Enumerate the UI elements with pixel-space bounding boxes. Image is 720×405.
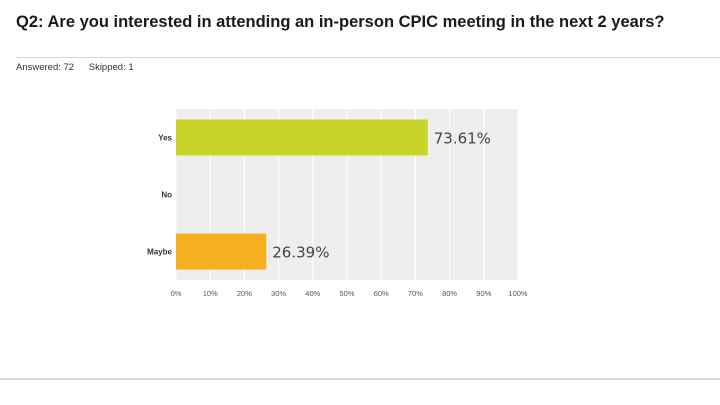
skipped-count: Skipped: 1	[88, 62, 134, 73]
x-tick-label: 90%	[476, 289, 491, 298]
x-tick-label: 70%	[408, 289, 423, 298]
bar	[176, 119, 428, 156]
x-tick-label: 40%	[305, 289, 320, 298]
data-label: 26.39%	[272, 244, 329, 262]
data-label: 73.61%	[434, 130, 491, 148]
category-label: Maybe	[147, 248, 172, 257]
footer-divider	[0, 378, 720, 380]
x-tick-label: 30%	[271, 289, 286, 298]
x-tick-label: 60%	[374, 289, 389, 298]
x-tick-label: 20%	[237, 289, 252, 298]
category-label: No	[161, 191, 172, 200]
x-tick-label: 10%	[203, 289, 218, 298]
x-tick-label: 80%	[442, 289, 457, 298]
bar	[176, 233, 267, 270]
x-tick-label: 0%	[171, 289, 182, 298]
response-stats: Answered: 72 Skipped: 1	[16, 62, 146, 73]
x-tick-label: 50%	[339, 289, 354, 298]
question-title: Q2: Are you interested in attending an i…	[16, 13, 665, 31]
x-tick-label: 100%	[508, 289, 528, 298]
answered-count: Answered: 72	[16, 62, 75, 73]
header-divider	[16, 57, 720, 58]
category-label: Yes	[158, 134, 172, 143]
